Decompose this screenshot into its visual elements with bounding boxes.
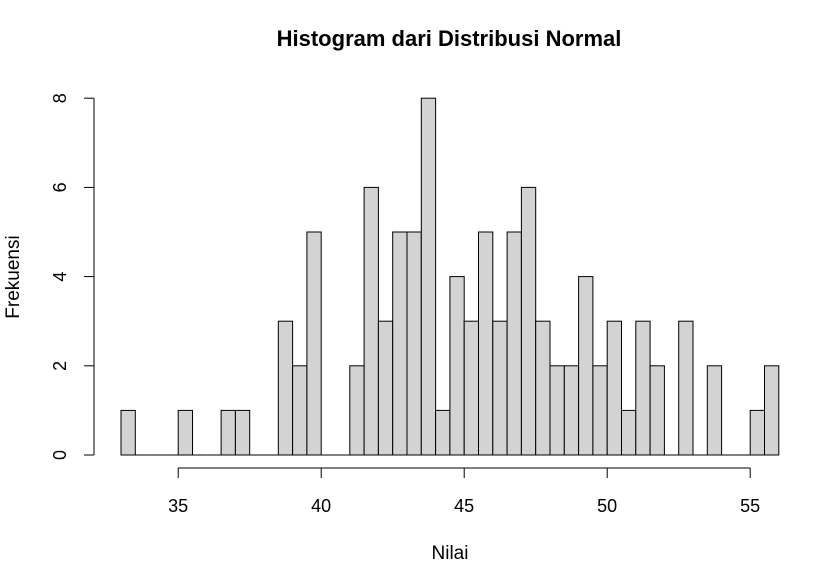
histogram-bar [420,97,437,456]
histogram-bar [635,320,651,456]
histogram-bar [435,409,451,456]
x-tick-label: 40 [311,496,331,516]
y-tick-label: 4 [50,272,70,282]
histogram-bar [377,320,394,456]
histogram-bar [749,409,766,456]
histogram-bar [292,365,308,456]
histogram-bar [578,276,594,456]
histogram-bar [678,320,694,456]
histogram-bar [764,365,780,456]
x-tick-label: 55 [740,496,760,516]
histogram-bar [406,231,422,456]
histogram-bar [506,231,522,456]
histogram-bar [277,320,294,456]
histogram-bar [449,276,465,456]
histogram-bar [535,320,551,456]
y-axis: 0 2 4 6 8 [50,93,95,460]
histogram-bar [478,231,494,456]
histogram-bar [606,320,623,456]
x-tick-label: 45 [454,496,474,516]
x-tick-label: 50 [597,496,617,516]
histogram-bar [621,409,637,456]
histogram-bar [392,231,408,456]
x-axis-label: Nilai [432,543,469,564]
histogram-bar [463,320,480,456]
histogram-bar [549,365,565,456]
x-axis: 35 40 45 50 55 [168,467,760,516]
histogram-bar [492,320,508,456]
y-tick-label: 8 [50,93,70,103]
chart-title: Histogram dari Distribusi Normal [277,26,622,51]
histogram-bar [706,365,723,456]
histogram-bar [563,365,580,456]
histogram-bar [649,365,665,456]
x-tick-label: 35 [168,496,188,516]
y-tick-label: 6 [50,182,70,192]
histogram-bar [220,409,236,456]
histogram-bar [520,186,537,456]
histogram-bar [306,231,322,456]
histogram-bar [592,365,608,456]
y-tick-label: 0 [50,450,70,460]
histogram-bar [234,409,251,456]
histogram-bar [120,409,136,456]
y-axis-label: Frekuensi [3,235,24,318]
histogram-bar [177,409,193,456]
histogram-bar [363,186,379,456]
histogram-bar [349,365,365,456]
y-tick-label: 2 [50,361,70,371]
bars-group [120,97,780,456]
